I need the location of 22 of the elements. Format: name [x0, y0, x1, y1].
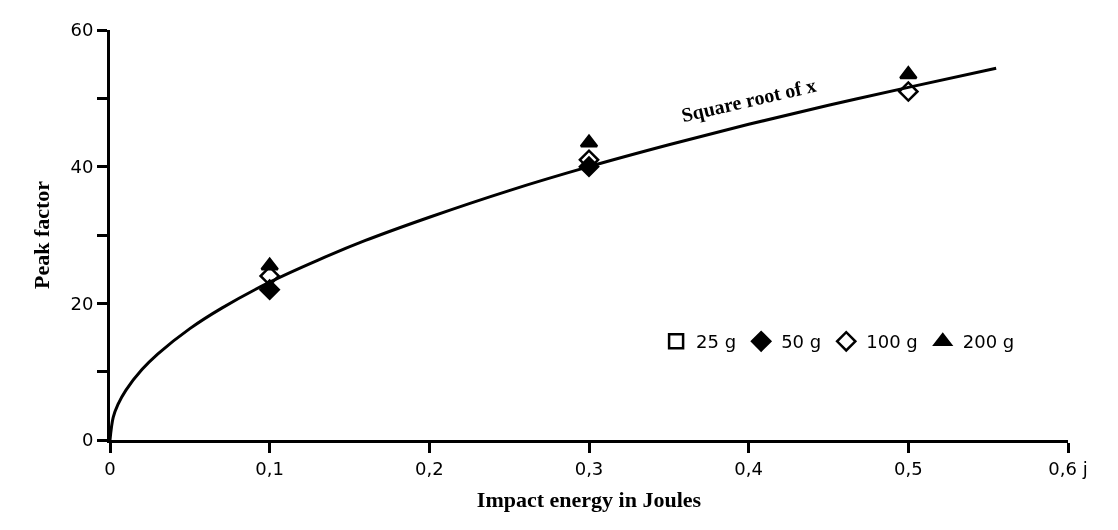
y-tick-label: 0	[81, 429, 94, 451]
x-tick-label: 0,3	[574, 457, 604, 479]
text: Square root of x	[679, 73, 819, 128]
x-tick-label: 0,2	[415, 457, 444, 479]
x-axis-title: Impact energy in Joules	[476, 487, 702, 513]
x-tick-label: 0,5	[894, 457, 923, 479]
point	[260, 257, 279, 271]
x-tick-label: 0,4	[734, 457, 763, 479]
y-tick-label: 20	[70, 292, 94, 314]
y-tick-label: 60	[70, 19, 94, 41]
legend-label: 100 g	[866, 331, 918, 353]
y-axis-title: Peak factor	[29, 180, 55, 290]
point	[899, 66, 918, 80]
x-tick-label: 0	[104, 457, 116, 479]
point	[579, 134, 599, 148]
point	[897, 81, 919, 102]
legend-label: 25 g	[696, 331, 737, 353]
x-tick-label: 0,6 j	[1048, 457, 1088, 479]
legend-label: 200 g	[962, 331, 1015, 353]
x-tick-label: 0,1	[255, 457, 284, 479]
y-tick-label: 40	[70, 155, 94, 177]
legend-label: 50 g	[781, 331, 822, 353]
